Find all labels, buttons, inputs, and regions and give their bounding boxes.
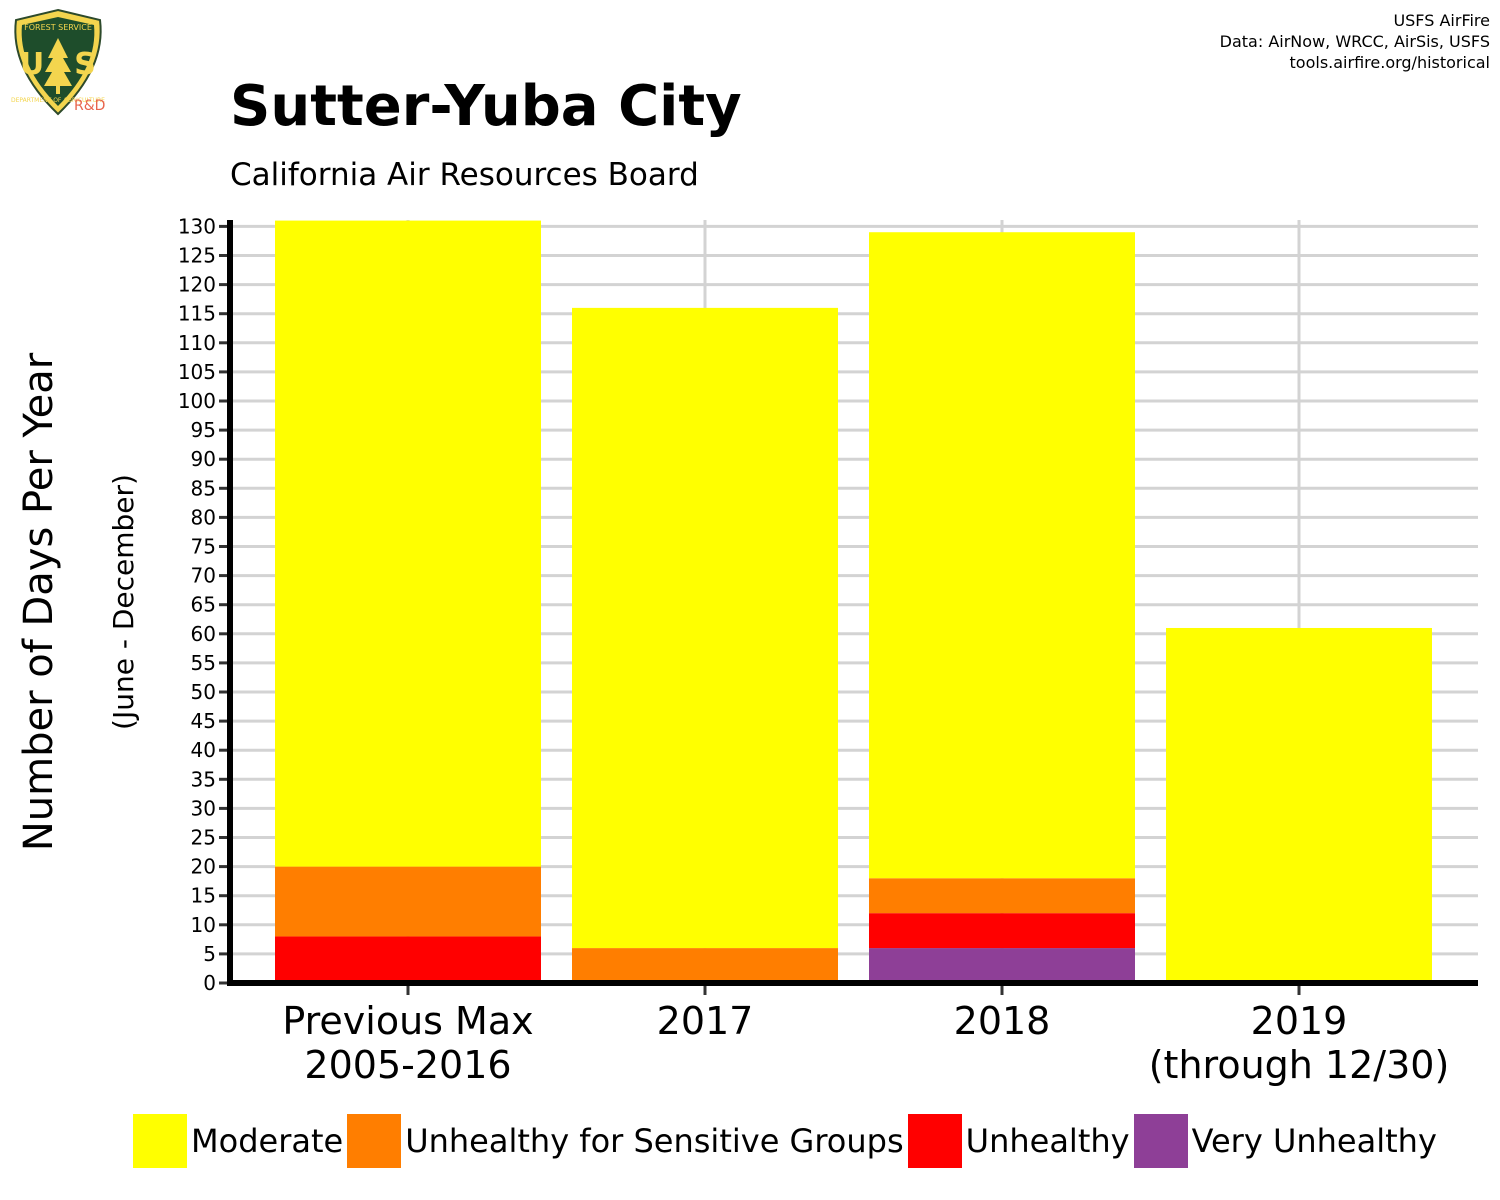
legend-item: Very Unhealthy bbox=[1133, 1114, 1437, 1168]
y-tick-label: 125 bbox=[178, 244, 216, 268]
bar-segment bbox=[869, 948, 1135, 983]
x-tick-label: 2017 bbox=[657, 999, 754, 1043]
legend-label: Unhealthy bbox=[965, 1122, 1130, 1160]
y-tick-label: 55 bbox=[191, 651, 216, 675]
legend-swatch bbox=[347, 1114, 402, 1168]
bar-segment bbox=[869, 913, 1135, 949]
legend: Moderate Unhealthy for Sensitive Groups Un… bbox=[133, 1114, 1441, 1168]
legend-swatch bbox=[133, 1114, 187, 1168]
y-tick-label: 65 bbox=[191, 593, 216, 617]
y-tick-label: 105 bbox=[178, 360, 216, 384]
legend-label: Very Unhealthy bbox=[1191, 1122, 1437, 1160]
y-tick-label: 45 bbox=[191, 709, 216, 733]
y-tick-label: 40 bbox=[191, 738, 216, 762]
credits: USFS AirFire Data: AirNow, WRCC, AirSis,… bbox=[1220, 10, 1490, 73]
y-tick-label: 110 bbox=[178, 331, 216, 355]
y-tick-label: 80 bbox=[191, 505, 216, 529]
chart-subtitle: California Air Resources Board bbox=[230, 157, 699, 193]
y-tick-label: 70 bbox=[191, 564, 216, 588]
y-tick-label: 120 bbox=[178, 273, 216, 297]
y-tick-label: 20 bbox=[191, 855, 216, 879]
y-tick-label: 95 bbox=[191, 418, 216, 442]
y-tick-label: 35 bbox=[191, 767, 216, 791]
x-tick-label: 2019 bbox=[1251, 999, 1348, 1043]
y-tick-label: 100 bbox=[178, 389, 216, 413]
y-tick-label: 30 bbox=[191, 796, 216, 820]
x-tick-label: 2018 bbox=[954, 999, 1051, 1043]
bars bbox=[275, 220, 1432, 983]
x-tick-label: 2005-2016 bbox=[304, 1043, 511, 1087]
y-ticks: 0 5 10 15 20 25 30 35 40 45 50 55 60 65 70 75 80 85 90 95 10… bbox=[178, 214, 227, 995]
svg-text:DEPARTMENT OF AGRICULTURE: DEPARTMENT OF AGRICULTURE bbox=[11, 97, 105, 104]
y-tick-label: 90 bbox=[191, 447, 216, 471]
bar-segment bbox=[869, 878, 1135, 914]
bar-segment bbox=[869, 232, 1135, 879]
usfs-shield-icon: FOREST SERVICE U S DEPARTMENT OF AGRICUL… bbox=[11, 8, 105, 116]
y-tick-label: 15 bbox=[191, 884, 216, 908]
y-tick-label: 60 bbox=[191, 622, 216, 646]
y-tick-label: 5 bbox=[203, 942, 216, 966]
y-axis-sublabel: (June - December) bbox=[107, 474, 140, 730]
legend-label: Moderate bbox=[191, 1122, 344, 1160]
legend-swatch bbox=[907, 1114, 962, 1168]
credit-line-2: Data: AirNow, WRCC, AirSis, USFS bbox=[1219, 32, 1490, 51]
bar-segment bbox=[572, 307, 838, 949]
y-tick-label: 50 bbox=[191, 680, 216, 704]
y-tick-label: 115 bbox=[178, 302, 216, 326]
bar-segment bbox=[275, 866, 541, 937]
credit-line-1: USFS AirFire bbox=[1393, 11, 1490, 30]
y-tick-label: 130 bbox=[178, 214, 216, 238]
y-tick-label: 0 bbox=[203, 971, 216, 995]
legend-swatch bbox=[1133, 1114, 1188, 1168]
y-tick-label: 75 bbox=[191, 535, 216, 559]
legend-item: Unhealthy bbox=[907, 1114, 1130, 1168]
y-axis-label: Number of Days Per Year bbox=[16, 352, 62, 851]
chart-title: Sutter-Yuba City bbox=[230, 74, 742, 139]
legend-item: Moderate bbox=[133, 1114, 343, 1168]
svg-text:FOREST SERVICE: FOREST SERVICE bbox=[24, 23, 92, 32]
x-tick-label: Previous Max bbox=[282, 999, 533, 1043]
rd-label: R&D bbox=[74, 98, 106, 114]
svg-text:U: U bbox=[20, 47, 44, 82]
legend-item: Unhealthy for Sensitive Groups bbox=[347, 1114, 904, 1168]
x-tick-label: (through 12/30) bbox=[1149, 1043, 1450, 1087]
y-tick-label: 10 bbox=[191, 913, 216, 937]
bar-segment bbox=[572, 948, 838, 983]
credit-line-3: tools.airfire.org/historical bbox=[1289, 53, 1490, 72]
bar-segment bbox=[275, 936, 541, 983]
svg-text:S: S bbox=[74, 47, 96, 82]
bar-segment bbox=[275, 220, 541, 867]
bar-segment bbox=[1166, 627, 1432, 983]
y-tick-label: 25 bbox=[191, 826, 216, 850]
legend-label: Unhealthy for Sensitive Groups bbox=[405, 1122, 904, 1160]
y-tick-label: 85 bbox=[191, 476, 216, 500]
